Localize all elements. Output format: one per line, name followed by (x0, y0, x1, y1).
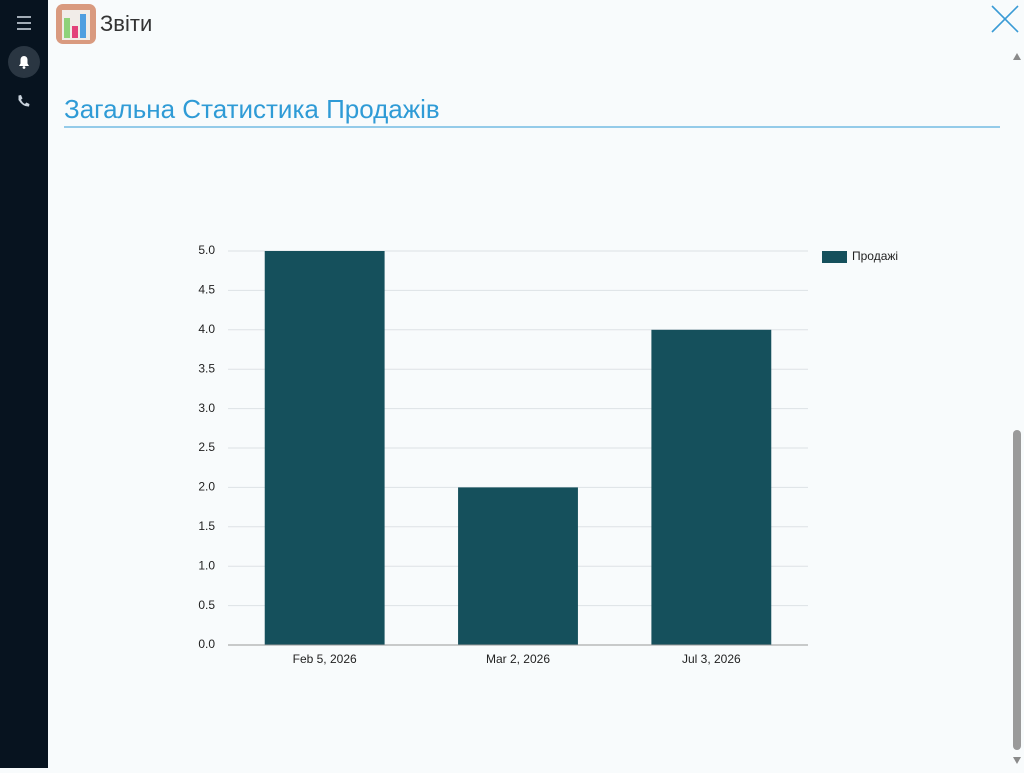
y-tick-label: 4.0 (198, 322, 215, 336)
y-tick-label: 0.5 (198, 598, 215, 612)
y-tick-label: 3.0 (198, 401, 215, 415)
app-title: Звіти (100, 11, 152, 36)
y-tick-label: 3.5 (198, 361, 215, 375)
y-tick-label: 0.0 (198, 637, 215, 651)
phone-icon[interactable] (18, 95, 30, 107)
bar (264, 251, 385, 645)
bar (651, 329, 772, 645)
y-tick-label: 5.0 (198, 243, 215, 257)
y-tick-label: 2.5 (198, 440, 215, 454)
chart: 0.0 0.5 1.0 1.5 2.0 2.5 3.0 3.5 4.0 4.5 5.0 Feb 5, … (198, 243, 898, 666)
legend-label: Продажі (852, 249, 898, 263)
sidebar (0, 0, 48, 768)
section-title: Загальна Статистика Продажів (64, 94, 440, 124)
x-tick-label: Mar 2, 2026 (486, 652, 550, 666)
y-tick-label: 1.0 (198, 558, 215, 572)
bar (458, 487, 578, 645)
y-tick-label: 2.0 (198, 480, 215, 494)
x-tick-label: Jul 3, 2026 (682, 652, 741, 666)
y-tick-label: 4.5 (198, 283, 215, 297)
legend-swatch (822, 251, 847, 263)
close-button[interactable] (991, 5, 1019, 33)
x-tick-label: Feb 5, 2026 (293, 652, 357, 666)
notifications-icon[interactable] (8, 46, 40, 78)
scrollbar[interactable] (1013, 53, 1021, 764)
y-tick-label: 1.5 (198, 519, 215, 533)
menu-icon[interactable] (17, 16, 31, 30)
app-logo (56, 4, 96, 44)
